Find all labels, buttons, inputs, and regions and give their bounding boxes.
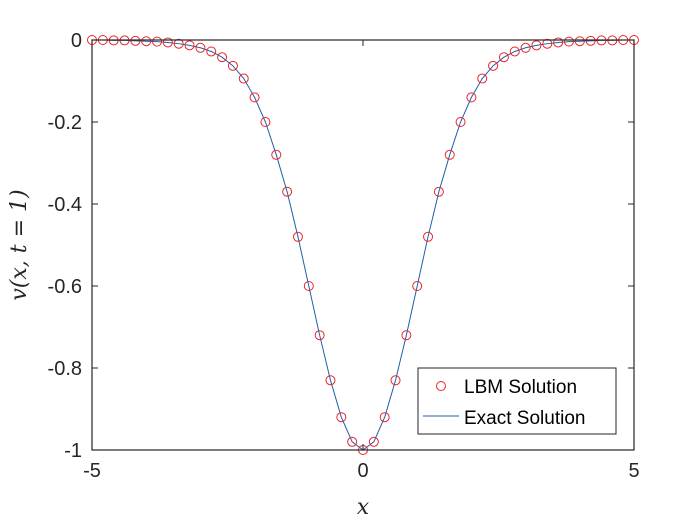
data-point-lbm [206,46,217,57]
data-point-lbm [563,36,574,47]
y-tick-label: -0.6 [48,276,82,298]
y-tick-label: -0.4 [48,194,82,216]
data-point-lbm [423,231,434,242]
data-point-lbm [553,37,564,48]
data-point-lbm [401,330,412,341]
y-axis-title: v(x, t = 1) [7,189,32,300]
data-point-lbm [379,412,390,423]
data-point-lbm [260,117,271,127]
x-tick-label: -5 [83,460,101,482]
x-tick-label: 5 [628,460,639,482]
data-point-lbm [520,42,531,53]
data-point-lbm [130,35,141,46]
data-point-lbm [325,375,336,386]
legend-marker-lbm [436,381,446,391]
data-point-lbm [152,36,163,47]
data-point-lbm [509,46,520,57]
data-point-lbm [477,73,488,84]
data-point-lbm [412,281,423,291]
data-point-lbm [574,36,585,47]
data-point-lbm [271,149,282,160]
data-point-lbm [390,375,401,386]
data-point-lbm [542,38,553,49]
legend-label-lbm: LBM Solution [464,377,577,398]
y-tick-label: -0.2 [48,112,82,134]
data-point-lbm [433,186,444,197]
data-point-lbm [336,412,347,423]
data-point-lbm [249,92,260,103]
data-point-lbm [347,436,358,447]
legend: LBM Solution Exact Solution [417,367,617,435]
data-point-lbm [282,186,293,197]
data-point-lbm [292,231,303,242]
data-point-lbm [195,42,206,53]
data-point-lbm [162,37,173,48]
data-point-lbm [227,60,238,71]
legend-box [417,367,617,435]
data-point-lbm [238,73,249,84]
data-point-lbm [466,92,477,103]
data-point-lbm [314,330,325,341]
tick-layer: -5 0 5 0 -0.2 -0.4 -0.6 -0.8 -1 [48,30,640,482]
data-point-lbm [184,40,195,51]
data-point-lbm [368,436,379,447]
data-point-lbm [585,35,596,46]
x-axis-title: x [357,495,370,520]
y-tick-label: -0.8 [48,358,82,380]
data-point-lbm [141,36,152,47]
data-point-lbm [173,38,184,49]
data-point-lbm [303,281,314,291]
data-point-lbm [455,117,466,127]
y-tick-label: 0 [71,30,82,52]
data-point-lbm [531,40,542,51]
y-tick-label: -1 [64,440,82,462]
x-tick-label: 0 [357,460,368,482]
data-point-lbm [488,60,499,71]
data-point-lbm [498,52,509,63]
data-point-lbm [444,149,455,160]
data-point-lbm [217,52,228,63]
legend-label-exact: Exact Solution [464,408,585,429]
